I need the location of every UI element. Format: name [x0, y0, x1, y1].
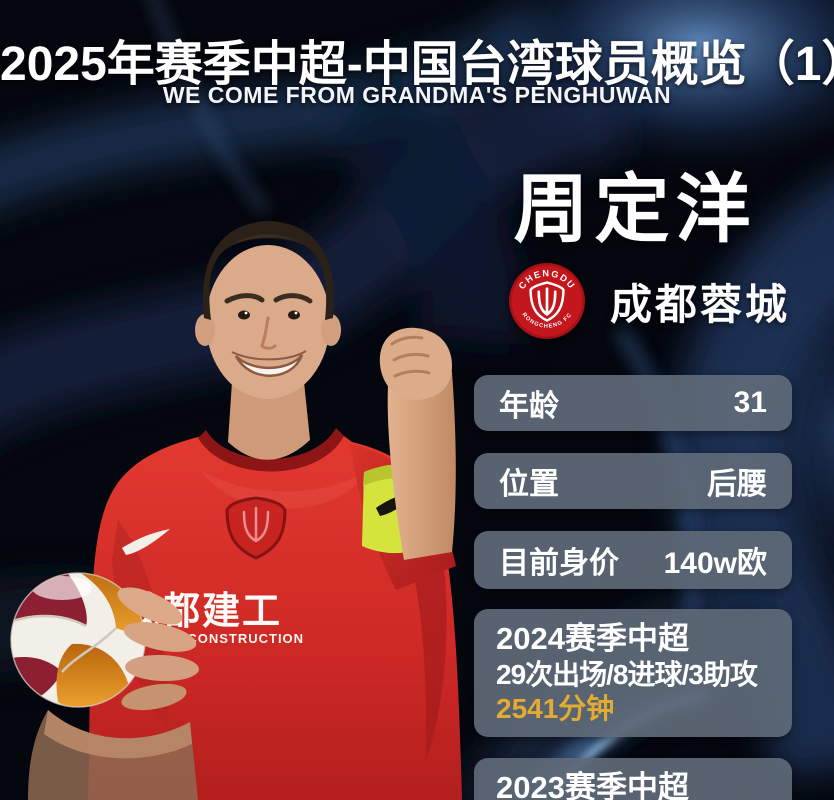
holding-hand	[28, 587, 199, 800]
season-2024-stats: 29次出场/8进球/3助攻	[496, 659, 758, 691]
club-name: 成都蓉城	[610, 280, 791, 328]
jersey-crest	[225, 496, 287, 560]
stat-value: 31	[733, 386, 767, 419]
jersey-collar	[198, 428, 344, 472]
ball	[10, 572, 146, 708]
season-2024-block: 2024赛季中超 29次出场/8进球/3助攻 2541分钟	[474, 609, 792, 737]
player-name: 周定洋	[513, 167, 757, 251]
stat-label: 位置	[499, 468, 559, 501]
season-2023-title: 2023赛季中超	[496, 770, 689, 800]
badge-emblem	[529, 281, 565, 322]
stat-row-market-value: 目前身价 140w欧	[474, 531, 792, 589]
player-neck	[228, 382, 310, 460]
page-subtitle: WE COME FROM GRANDMA'S PENGHUWAN	[162, 82, 672, 108]
page-title: 2025年赛季中超-中国台湾球员概览（1）	[0, 38, 834, 91]
player-raised-arm	[350, 327, 456, 590]
stat-row-age: 年龄 31	[474, 375, 792, 431]
stat-label: 目前身价	[499, 547, 619, 580]
club-row: CHENGDU RONGCHENG FC 成都蓉城	[508, 262, 790, 340]
jersey-swoosh-icon	[122, 529, 170, 555]
stat-value: 140w欧	[663, 547, 767, 580]
player-head	[195, 221, 341, 399]
stat-row-position: 位置 后腰	[474, 453, 792, 509]
season-2024-title: 2024赛季中超	[496, 621, 689, 656]
season-2024-minutes: 2541分钟	[496, 693, 615, 725]
stat-value: 后腰	[707, 468, 767, 501]
club-badge-icon: CHENGDU RONGCHENG FC	[509, 263, 585, 339]
season-2023-block: 2023赛季中超	[474, 758, 792, 800]
player-fist	[379, 327, 452, 400]
stat-label: 年龄	[499, 390, 559, 423]
